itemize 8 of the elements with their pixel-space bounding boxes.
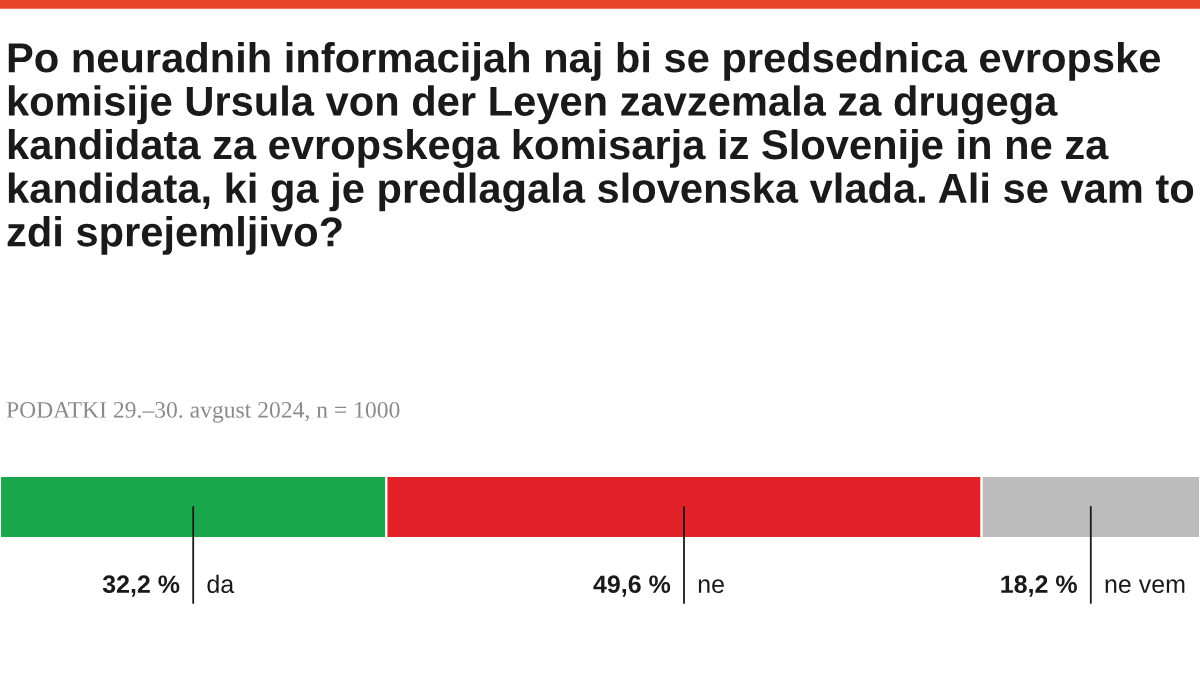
data-label: 32,2 %: [102, 575, 180, 597]
text: PODATKI 29.–30. avgust 2024, n = 1000: [6, 401, 400, 423]
series-label: ne vem: [1105, 579, 1185, 594]
series-label: da: [207, 574, 235, 594]
chart-title: Po neuradnih informacijah naj bi se predsednica evropske komisije Ursula von der Leyen zavzemala za drugega kandidata za evropskega komisarja iz Slovenije in ne za kandidata, ki ga je predlagala slovenska vlada. Ali se vam to zdi sprejemljivo?: [7, 42, 1194, 255]
data-label: 49,6 %: [593, 575, 671, 597]
data-label: 18,2 %: [1001, 575, 1077, 597]
series-label: ne: [698, 579, 724, 594]
